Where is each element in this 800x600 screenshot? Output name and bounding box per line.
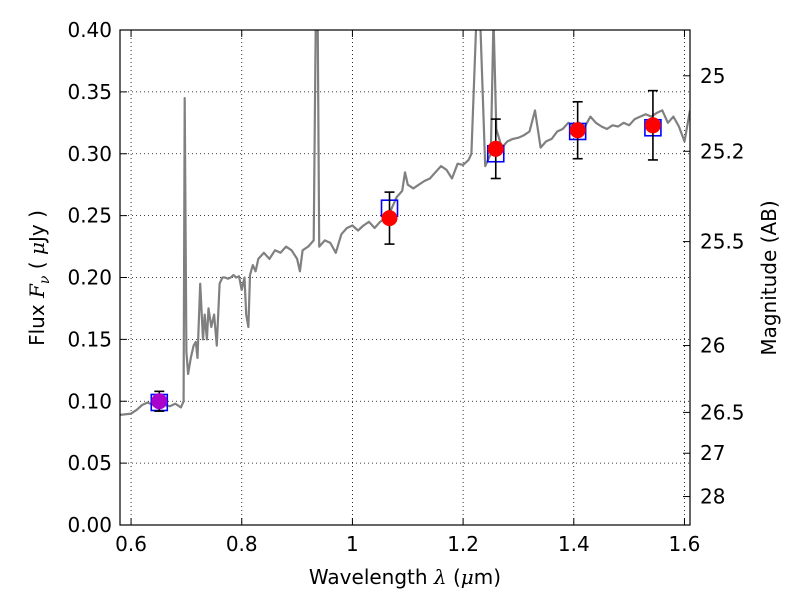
y-tick-label: 0.30: [67, 142, 112, 166]
x-axis-label-unit: m): [474, 565, 501, 589]
y2-tick-label: 25.2: [700, 139, 745, 163]
y-tick-label: 0.05: [67, 451, 112, 475]
x-tick-label: 1.4: [558, 532, 590, 556]
y-axis-label-paren: (: [25, 255, 49, 276]
y2-tick-label: 25.5: [700, 230, 745, 254]
y2-tick-label: 26: [700, 334, 725, 358]
observed-photometry-point: [569, 122, 586, 139]
x-axis-label-text: Wavelength: [309, 565, 434, 589]
x-axis-label-lambda: λ: [433, 565, 447, 589]
y-tick-label: 0.15: [67, 327, 112, 351]
y-axis-label-unit: Jy ): [25, 210, 49, 244]
x-axis-label-paren: (: [447, 565, 461, 589]
x-tick-label: 0.6: [115, 532, 147, 556]
spectrum-layer: [120, 30, 690, 416]
x-axis-label: Wavelength λ (μm): [309, 565, 501, 589]
y-axis-label: Flux Fν ( μJy ): [25, 210, 53, 346]
y-tick-label: 0.00: [67, 513, 112, 537]
axis-ticks: 0.6 0.8 1 1.2 1.4 1.6 0.00 0.05 0.10 0.15 0.20 0.25…: [67, 18, 744, 556]
y2-tick-label: 28: [700, 485, 725, 509]
y-axis-label-mu: μ: [25, 242, 49, 255]
x-tick-label: 1.6: [669, 532, 701, 556]
y-tick-label: 0.40: [67, 18, 112, 42]
y-axis-label-text: Flux: [25, 298, 49, 346]
y-tick-label: 0.10: [67, 389, 112, 413]
observed-photometry-point: [487, 140, 504, 157]
photometry-layer: [150, 89, 662, 412]
y-axis-label-nu: ν: [37, 275, 53, 284]
x-tick-label: 1.2: [447, 532, 479, 556]
y2-tick-label: 25: [700, 64, 725, 88]
x-axis-label-mu: μ: [461, 565, 474, 589]
y2-tick-label: 27: [700, 441, 725, 465]
observed-photometry-point: [151, 393, 168, 410]
y-tick-label: 0.25: [67, 204, 112, 228]
y-tick-label: 0.20: [67, 266, 112, 290]
grid-lines: [120, 29, 690, 526]
x-tick-label: 0.8: [226, 532, 258, 556]
y-axis-label-f: F: [25, 283, 49, 299]
spectrum-line: [120, 30, 690, 416]
observed-photometry-point: [381, 210, 398, 227]
y-tick-label: 0.35: [67, 80, 112, 104]
y2-axis-label: Magnitude (AB): [757, 200, 781, 355]
x-tick-label: 1: [346, 532, 359, 556]
observed-photometry-point: [644, 117, 661, 134]
y2-tick-label: 26.5: [700, 400, 745, 424]
